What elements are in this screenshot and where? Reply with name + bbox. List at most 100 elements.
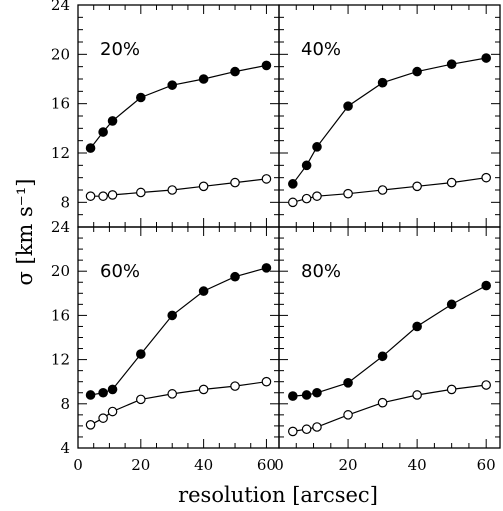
data-point-open xyxy=(136,394,146,405)
data-point-open xyxy=(136,187,146,198)
y-tick-label: 12 xyxy=(51,144,70,162)
data-point-open xyxy=(481,172,491,183)
data-point-open xyxy=(167,389,178,399)
series-filled xyxy=(85,60,272,153)
data-point-filled xyxy=(343,101,353,111)
data-point-filled xyxy=(98,127,108,137)
data-point-open xyxy=(377,185,388,195)
data-point-open xyxy=(301,193,312,204)
data-point-open xyxy=(230,177,240,188)
data-point-filled xyxy=(107,116,118,126)
chart-panels: 8 12 16 20 24 20% 40% 4 8 12 16 20 24 0 20 40 60 60% 0 20 40… xyxy=(51,0,501,474)
data-point-open xyxy=(261,376,272,387)
data-point-filled xyxy=(481,53,491,63)
series-line xyxy=(292,384,487,432)
data-point-filled xyxy=(230,66,240,77)
data-point-open xyxy=(481,380,491,390)
data-point-filled xyxy=(198,286,209,296)
series-line xyxy=(90,64,267,149)
x-tick-label: 40 xyxy=(194,456,213,474)
data-point-filled xyxy=(85,143,96,153)
y-tick-label: 24 xyxy=(51,0,70,14)
x-tick-label: 60 xyxy=(257,456,276,474)
y-tick-label: 4 xyxy=(60,439,70,457)
data-point-filled xyxy=(288,391,298,401)
data-point-filled xyxy=(288,179,298,189)
y-tick-label: 12 xyxy=(51,351,70,369)
y-tick-label: 8 xyxy=(60,395,70,413)
data-point-open xyxy=(85,419,96,430)
data-point-filled xyxy=(301,390,312,400)
y-tick-label: 24 xyxy=(51,218,70,236)
data-point-filled xyxy=(167,80,178,90)
series-filled xyxy=(85,263,272,400)
data-point-open xyxy=(343,410,353,420)
data-point-open xyxy=(261,174,272,184)
data-point-open xyxy=(377,397,388,408)
y-axis-title: σ [km s⁻¹] xyxy=(13,179,37,286)
data-point-filled xyxy=(261,263,272,273)
series-filled xyxy=(288,53,491,189)
data-point-filled xyxy=(312,387,322,398)
series-open xyxy=(288,172,491,208)
x-tick-label: 40 xyxy=(408,456,427,474)
data-point-filled xyxy=(312,142,322,152)
data-point-filled xyxy=(377,77,388,88)
y-tick-label: 20 xyxy=(51,45,70,63)
data-point-filled xyxy=(107,384,118,395)
x-tick-label: 20 xyxy=(339,456,358,474)
data-point-filled xyxy=(446,299,457,310)
x-tick-label: 60 xyxy=(477,456,496,474)
x-tick-label: 20 xyxy=(131,456,150,474)
data-point-open xyxy=(107,190,118,200)
series-line xyxy=(292,285,487,397)
panel-1: 8 12 16 20 24 20% xyxy=(51,0,280,228)
panel-label: 60% xyxy=(100,261,140,282)
data-point-filled xyxy=(198,74,209,84)
panel-3: 4 8 12 16 20 24 0 20 40 60 60% xyxy=(51,218,280,474)
y-tick-label: 16 xyxy=(51,95,70,113)
panel-4: 0 20 40 60 80% xyxy=(274,226,501,474)
series-open xyxy=(85,174,272,201)
series-line xyxy=(292,57,487,185)
data-point-open xyxy=(198,181,209,192)
data-point-filled xyxy=(136,92,146,103)
series-filled xyxy=(288,280,491,401)
data-point-open xyxy=(107,406,118,417)
series-open xyxy=(85,376,272,430)
data-point-filled xyxy=(261,60,272,71)
data-point-open xyxy=(230,381,240,391)
data-point-filled xyxy=(446,59,457,69)
panel-label: 20% xyxy=(100,39,140,60)
data-point-open xyxy=(446,384,457,395)
series-line xyxy=(90,267,267,396)
data-point-filled xyxy=(136,349,146,359)
data-point-filled xyxy=(343,378,353,388)
data-point-open xyxy=(288,197,298,208)
y-tick-label: 8 xyxy=(60,193,70,211)
data-point-open xyxy=(312,422,322,432)
x-axis-title: resolution [arcsec] xyxy=(178,483,378,507)
data-point-filled xyxy=(412,321,422,332)
data-point-open xyxy=(301,424,312,435)
data-point-open xyxy=(85,191,96,201)
panel-label: 40% xyxy=(301,39,341,60)
data-point-filled xyxy=(377,351,388,362)
data-point-open xyxy=(288,426,298,437)
data-point-open xyxy=(312,191,322,201)
series-open xyxy=(288,380,491,437)
x-tick-label: 0 xyxy=(73,456,83,474)
data-point-open xyxy=(343,188,353,199)
data-point-filled xyxy=(412,66,422,77)
data-point-open xyxy=(198,384,209,395)
data-point-filled xyxy=(98,387,108,398)
data-point-open xyxy=(98,191,108,201)
panel-2: 40% xyxy=(278,4,501,228)
data-point-open xyxy=(446,177,457,188)
data-point-open xyxy=(412,181,422,192)
data-point-filled xyxy=(301,160,312,171)
data-point-filled xyxy=(85,390,96,400)
panel-label: 80% xyxy=(301,261,341,282)
data-point-filled xyxy=(230,271,240,282)
